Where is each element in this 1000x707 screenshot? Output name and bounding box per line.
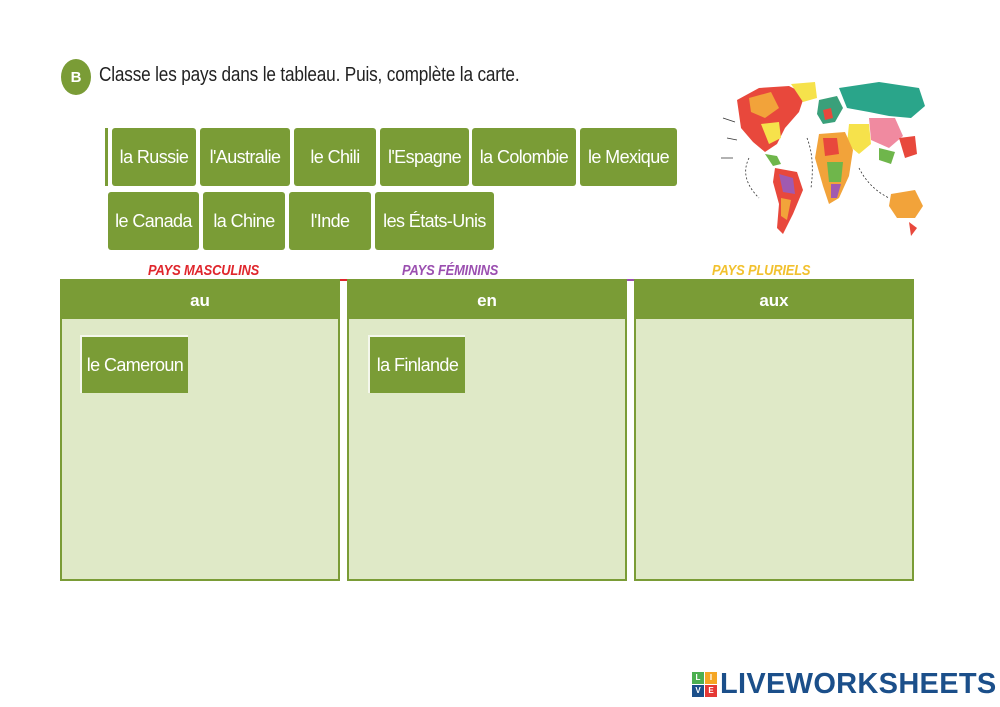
- placed-chip-le-cameroun[interactable]: le Cameroun: [80, 335, 188, 393]
- category-label-plural: PAYS PLURIELS: [712, 262, 811, 279]
- chip-australie[interactable]: l'Australie: [200, 128, 290, 186]
- chip-inde[interactable]: l'Inde: [289, 192, 371, 250]
- word-bank-edge: [105, 128, 108, 186]
- chip-la-colombie[interactable]: la Colombie: [472, 128, 576, 186]
- chip-le-chili[interactable]: le Chili: [294, 128, 376, 186]
- chip-la-chine[interactable]: la Chine: [203, 192, 285, 250]
- drop-zone-aux[interactable]: aux: [634, 279, 914, 581]
- chip-la-russie[interactable]: la Russie: [112, 128, 196, 186]
- category-label-feminine: PAYS FÉMININS: [402, 262, 499, 279]
- chip-le-mexique[interactable]: le Mexique: [580, 128, 677, 186]
- chip-le-canada[interactable]: le Canada: [108, 192, 199, 250]
- drop-zone-au[interactable]: au: [60, 279, 340, 581]
- drop-zone-en[interactable]: en: [347, 279, 627, 581]
- instruction-text: Classe les pays dans le tableau. Puis, c…: [99, 64, 520, 86]
- chip-espagne[interactable]: l'Espagne: [380, 128, 469, 186]
- world-map-image: [719, 78, 926, 243]
- exercise-badge: B: [61, 59, 91, 95]
- chip-les-etats-unis[interactable]: les États-Unis: [375, 192, 494, 250]
- liveworksheets-logo-icon: L I V E: [692, 672, 717, 697]
- column-header-en: en: [349, 281, 625, 319]
- logo-letter-v: V: [692, 685, 704, 697]
- logo-letter-e: E: [705, 685, 717, 697]
- category-label-masculine: PAYS MASCULINS: [148, 262, 260, 279]
- liveworksheets-wordmark: LIVEWORKSHEETS: [720, 668, 997, 700]
- placed-chip-la-finlande[interactable]: la Finlande: [368, 335, 465, 393]
- logo-letter-l: L: [692, 672, 704, 684]
- column-header-aux: aux: [636, 281, 912, 319]
- liveworksheets-brand[interactable]: L I V E LIVEWORKSHEETS: [692, 668, 997, 701]
- column-header-au: au: [62, 281, 338, 319]
- logo-letter-i: I: [705, 672, 717, 684]
